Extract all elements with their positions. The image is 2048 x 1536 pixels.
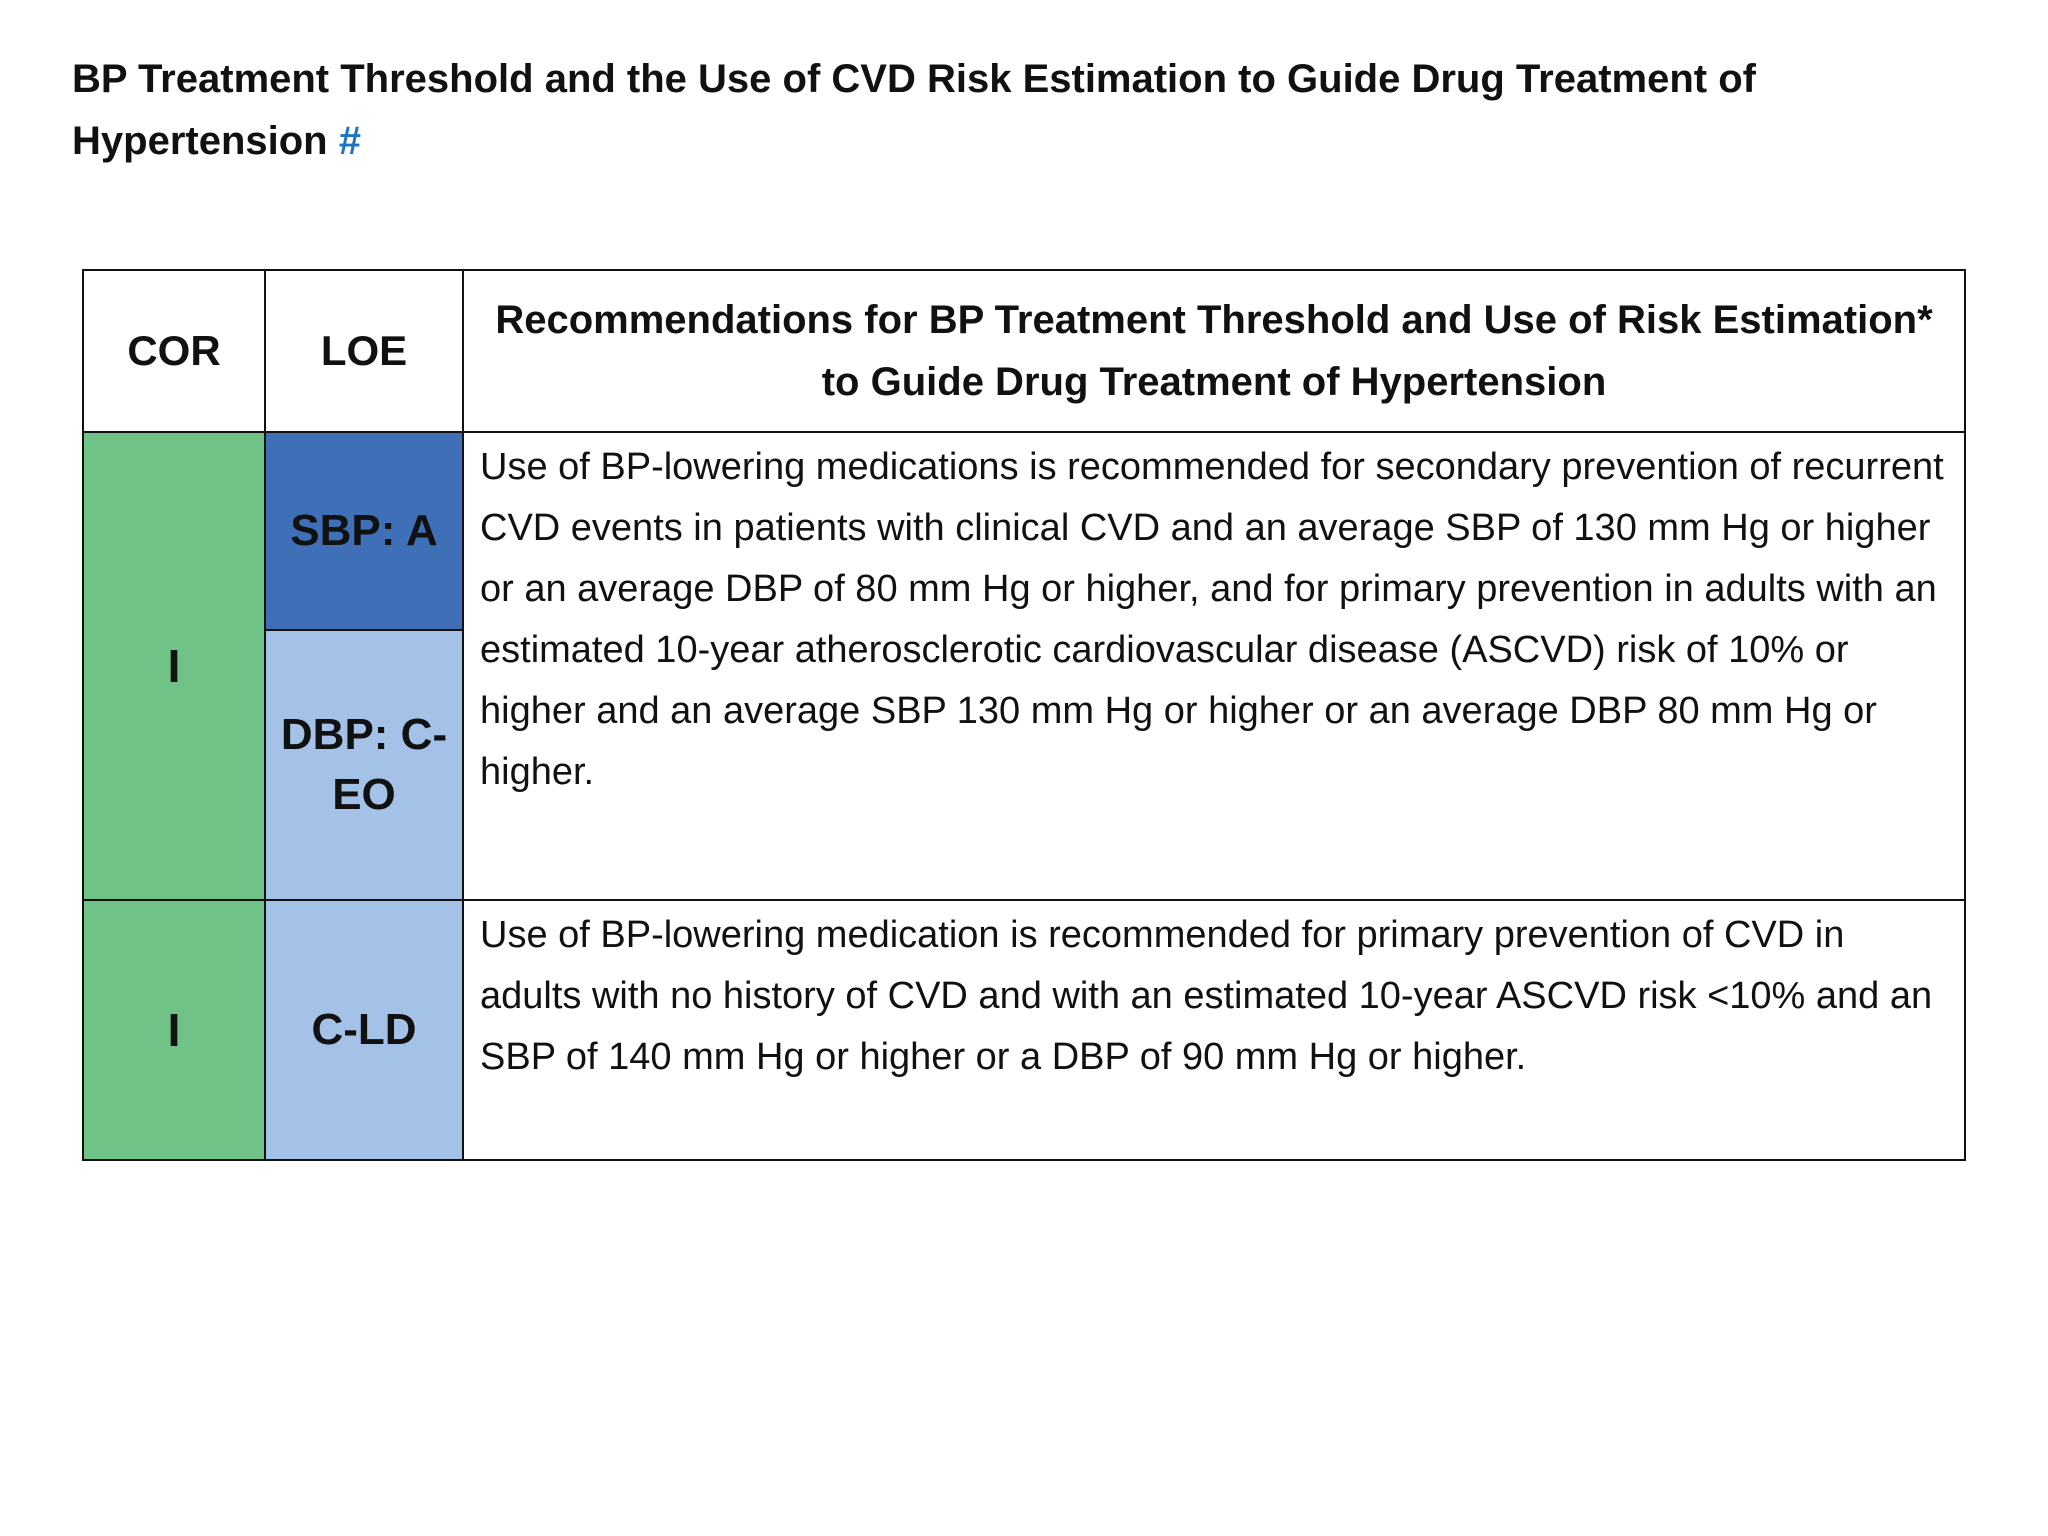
column-header: Recommendations for BP Treatment Thresho…: [462, 269, 1966, 433]
row: DBP: C-EO: [83, 629, 1965, 901]
cor-cell: I: [82, 431, 266, 901]
recommendation-table: COR LOE Recommendations for BP Treatment…: [82, 269, 1966, 1161]
loe-cell: SBP: A: [264, 431, 464, 631]
loe-cell: C-LD: [264, 899, 464, 1161]
row: I SBP: A Use of BP-lowering medications …: [82, 431, 1966, 901]
cor-cell: I: [82, 899, 266, 1161]
title-marker: #: [338, 119, 361, 163]
column-header: COR: [82, 269, 266, 433]
slide-title: BP Treatment Threshold and the Use of CV…: [72, 48, 1972, 172]
recommendation-text: Use of BP-lowering medication is recomme…: [462, 899, 1966, 1161]
recommendation-text: Use of BP-lowering medications is recomm…: [462, 431, 1966, 901]
column-header: LOE: [264, 269, 464, 433]
title-text: BP Treatment Threshold and the Use of CV…: [72, 57, 1756, 163]
header-row: COR LOE Recommendations for BP Treatment…: [82, 269, 1966, 433]
row: I C-LD Use of BP-lowering medication is …: [82, 899, 1966, 1161]
loe-cell: DBP: C-EO: [264, 629, 464, 901]
